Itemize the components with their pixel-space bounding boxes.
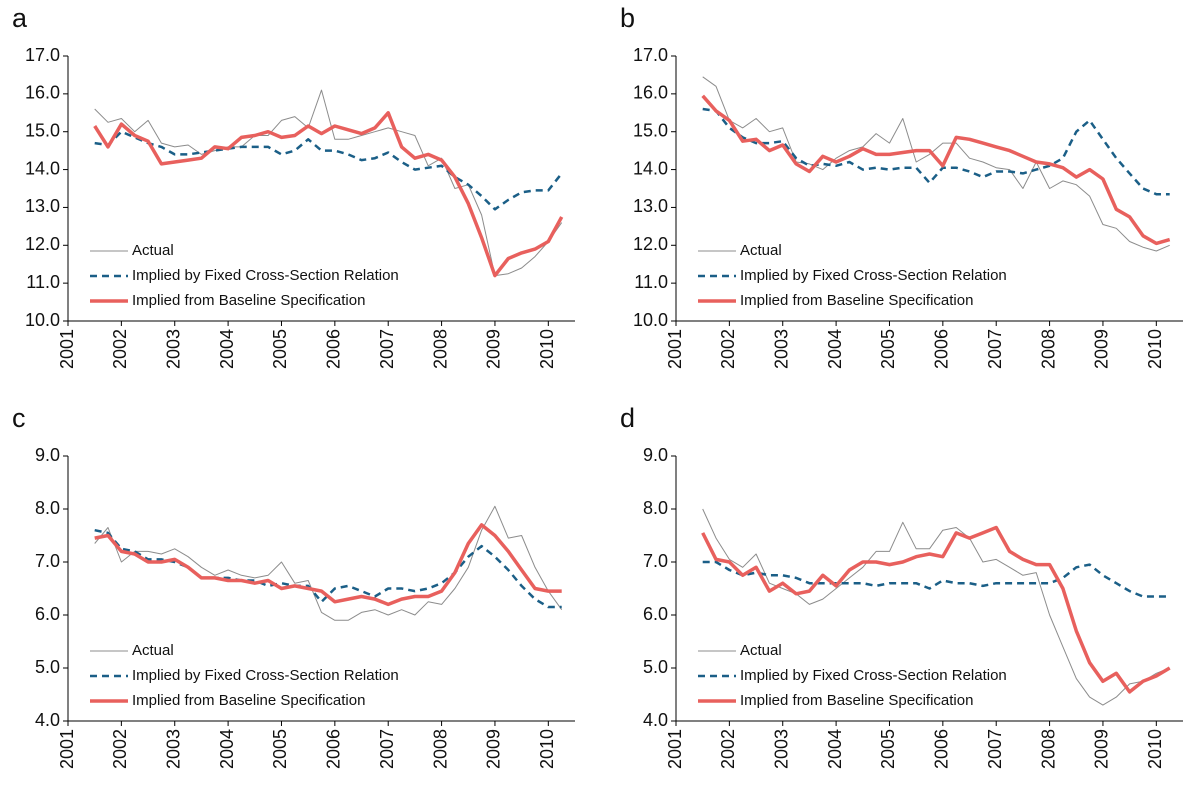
x-tick-label: 2007	[377, 729, 397, 769]
y-tick-label: 12.0	[633, 234, 668, 254]
x-tick-label: 2006	[324, 729, 344, 769]
y-tick-label: 17.0	[25, 45, 60, 65]
y-tick-label: 5.0	[643, 657, 668, 677]
y-tick-label: 14.0	[25, 158, 60, 178]
series-line	[702, 107, 1170, 196]
y-tick-label: 5.0	[35, 657, 60, 677]
series-line	[94, 505, 563, 621]
x-tick-label: 2001	[57, 329, 77, 369]
y-tick-label: 8.0	[35, 498, 60, 518]
y-tick-label: 13.0	[633, 196, 668, 216]
y-tick-label: 9.0	[35, 445, 60, 465]
legend-label: Implied from Baseline Specification	[132, 692, 365, 709]
y-tick-label: 6.0	[643, 604, 668, 624]
legend-label: Actual	[740, 242, 782, 259]
y-tick-label: 17.0	[633, 45, 668, 65]
y-tick-label: 10.0	[25, 310, 60, 330]
series-line	[701, 525, 1171, 694]
x-tick-label: 2010	[1145, 329, 1165, 369]
x-tick-label: 2004	[825, 329, 845, 369]
panel-title: a	[12, 3, 28, 33]
legend-label: Implied from Baseline Specification	[740, 692, 973, 709]
x-tick-label: 2003	[163, 329, 183, 369]
x-tick-label: 2003	[771, 729, 791, 769]
x-tick-label: 2001	[665, 729, 685, 769]
y-tick-label: 11.0	[26, 272, 60, 292]
x-tick-label: 2009	[484, 729, 504, 769]
y-tick-label: 16.0	[633, 83, 668, 103]
x-tick-label: 2010	[1145, 729, 1165, 769]
y-tick-label: 14.0	[633, 158, 668, 178]
x-tick-label: 2006	[932, 729, 952, 769]
series-line	[93, 111, 564, 278]
legend-label: Actual	[132, 642, 174, 659]
x-tick-label: 2005	[878, 329, 898, 369]
series-line	[702, 76, 1170, 252]
x-tick-label: 2004	[217, 729, 237, 769]
x-tick-label: 2003	[771, 329, 791, 369]
y-tick-label: 13.0	[25, 196, 60, 216]
x-tick-label: 2008	[1038, 329, 1058, 369]
legend-label: Actual	[740, 642, 782, 659]
y-tick-label: 16.0	[25, 83, 60, 103]
x-tick-label: 2007	[377, 329, 397, 369]
x-tick-label: 2001	[665, 329, 685, 369]
x-tick-label: 2005	[270, 329, 290, 369]
y-tick-label: 10.0	[633, 310, 668, 330]
series-line	[94, 89, 563, 277]
legend-label: Implied by Fixed Cross-Section Relation	[132, 667, 399, 684]
legend-label: Implied by Fixed Cross-Section Relation	[740, 267, 1007, 284]
x-tick-label: 2010	[537, 729, 557, 769]
x-tick-label: 2002	[110, 329, 130, 369]
y-tick-label: 4.0	[643, 710, 668, 730]
x-tick-label: 2009	[1092, 729, 1112, 769]
x-tick-label: 2009	[484, 329, 504, 369]
y-tick-label: 8.0	[643, 498, 668, 518]
y-tick-label: 15.0	[25, 120, 60, 140]
y-tick-label: 15.0	[633, 120, 668, 140]
x-tick-label: 2008	[430, 729, 450, 769]
series-line	[94, 130, 563, 211]
x-tick-label: 2008	[430, 329, 450, 369]
x-tick-label: 2010	[537, 329, 557, 369]
x-tick-label: 2008	[1038, 729, 1058, 769]
x-tick-label: 2002	[718, 329, 738, 369]
series-line	[702, 560, 1170, 598]
panel-title: d	[620, 403, 635, 433]
y-tick-label: 4.0	[35, 710, 60, 730]
series-line	[702, 508, 1170, 706]
series-line	[94, 523, 562, 607]
x-tick-label: 2002	[718, 729, 738, 769]
x-tick-label: 2005	[878, 729, 898, 769]
x-tick-label: 2002	[110, 729, 130, 769]
panel-title: b	[620, 3, 635, 33]
panel-title: c	[12, 403, 26, 433]
y-tick-label: 7.0	[35, 551, 60, 571]
x-tick-label: 2005	[270, 729, 290, 769]
x-tick-label: 2004	[825, 729, 845, 769]
legend-label: Actual	[132, 242, 174, 259]
y-tick-label: 6.0	[35, 604, 60, 624]
x-tick-label: 2003	[163, 729, 183, 769]
x-tick-label: 2009	[1092, 329, 1112, 369]
y-tick-label: 9.0	[643, 445, 668, 465]
legend-label: Implied from Baseline Specification	[740, 292, 973, 309]
x-tick-label: 2004	[217, 329, 237, 369]
x-tick-label: 2007	[985, 329, 1005, 369]
x-tick-label: 2007	[985, 729, 1005, 769]
x-tick-label: 2001	[57, 729, 77, 769]
legend-label: Implied by Fixed Cross-Section Relation	[740, 667, 1007, 684]
legend-label: Implied from Baseline Specification	[132, 292, 365, 309]
legend-label: Implied by Fixed Cross-Section Relation	[132, 267, 399, 284]
y-tick-label: 12.0	[25, 234, 60, 254]
series-line	[701, 94, 1171, 246]
y-tick-label: 7.0	[643, 551, 668, 571]
y-tick-label: 11.0	[634, 272, 668, 292]
x-tick-label: 2006	[932, 329, 952, 369]
x-tick-label: 2006	[324, 329, 344, 369]
